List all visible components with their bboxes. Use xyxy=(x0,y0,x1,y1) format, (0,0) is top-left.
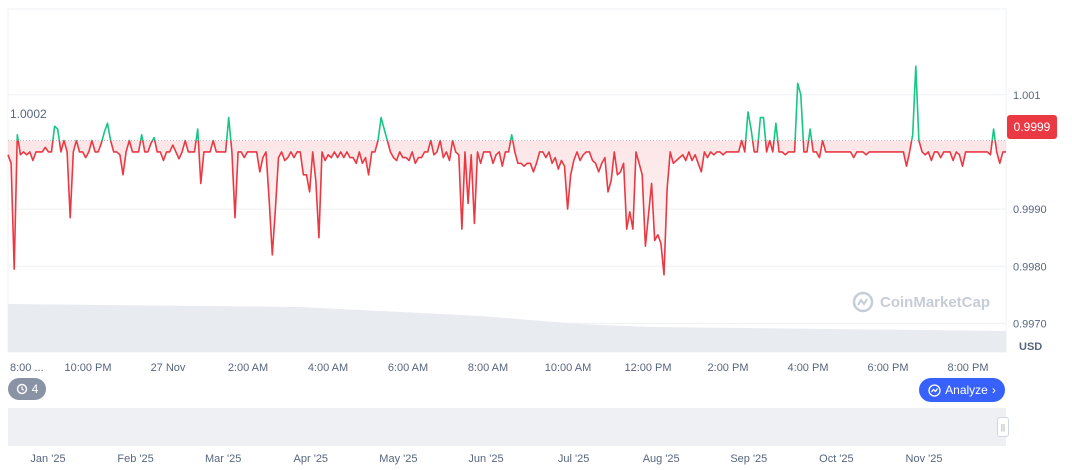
below-reference-area xyxy=(8,140,1006,275)
x-axis: 8:00 ... 10:00 PM 27 Nov 2:00 AM 4:00 AM 6:00… xyxy=(10,362,988,374)
x-tick-label: 4:00 PM xyxy=(788,362,829,374)
x-tick-label: 6:00 PM xyxy=(868,362,909,374)
y-tick-label: 0.9970 xyxy=(1013,318,1047,330)
x-tick-label: 6:00 AM xyxy=(388,362,428,374)
navigator-month: Oct '25 xyxy=(819,453,854,465)
analyze-icon xyxy=(928,383,941,397)
price-line-above xyxy=(16,65,996,141)
x-tick-label: 4:00 AM xyxy=(308,362,348,374)
navigator-month: Nov '25 xyxy=(905,453,943,465)
x-tick-label: 10:00 AM xyxy=(545,362,591,374)
y-tick-label: 0.9990 xyxy=(1013,204,1047,216)
navigator-handle[interactable]: || xyxy=(997,417,1009,437)
below-reference-fill xyxy=(8,140,1006,275)
x-tick-label: 8:00 ... xyxy=(10,362,44,374)
navigator-month: May '25 xyxy=(379,453,418,465)
current-price-badge: 0.9999 xyxy=(1007,115,1057,139)
volume-bars xyxy=(8,304,1006,352)
coinmarketcap-logo xyxy=(852,291,874,313)
navigator-month: Aug '25 xyxy=(642,453,680,465)
chevron-right-icon: › xyxy=(991,383,996,397)
navigator-month: Jun '25 xyxy=(468,453,504,465)
history-icon xyxy=(16,383,27,395)
navigator-month: Mar '25 xyxy=(205,453,242,465)
navigator-month: Sep '25 xyxy=(730,453,768,465)
navigator-month: Jan '25 xyxy=(30,453,66,465)
analyze-label: Analyze xyxy=(945,383,988,397)
x-tick-label: 8:00 AM xyxy=(468,362,508,374)
x-tick-label: 27 Nov xyxy=(151,362,186,374)
analyze-button[interactable]: Analyze › xyxy=(919,378,1005,402)
history-button[interactable]: 4 xyxy=(8,378,46,400)
grid-lines xyxy=(8,94,1006,324)
navigator-month: Jul '25 xyxy=(557,453,590,465)
navigator-month: Feb '25 xyxy=(117,453,154,465)
x-tick-label: 8:00 PM xyxy=(948,362,989,374)
y-axis: 1.001 0.9990 0.9980 0.9970 xyxy=(1013,90,1047,331)
price-line-below xyxy=(7,140,1006,276)
y-tick-label: 1.001 xyxy=(1013,90,1041,102)
x-tick-label: 10:00 PM xyxy=(64,362,111,374)
watermark: CoinMarketCap xyxy=(852,291,990,313)
price-series xyxy=(7,65,1006,276)
range-navigator[interactable] xyxy=(8,408,1006,446)
x-tick-label: 2:00 PM xyxy=(708,362,749,374)
history-count: 4 xyxy=(31,382,39,396)
x-tick-label: 12:00 PM xyxy=(624,362,671,374)
reference-price-label: 1.0002 xyxy=(8,107,49,121)
currency-label: USD xyxy=(1019,341,1043,353)
volume-area xyxy=(8,304,1006,352)
y-tick-label: 0.9980 xyxy=(1013,261,1047,273)
x-tick-label: 2:00 AM xyxy=(228,362,268,374)
watermark-text: CoinMarketCap xyxy=(880,293,991,311)
navigator-month: Apr '25 xyxy=(293,453,329,465)
